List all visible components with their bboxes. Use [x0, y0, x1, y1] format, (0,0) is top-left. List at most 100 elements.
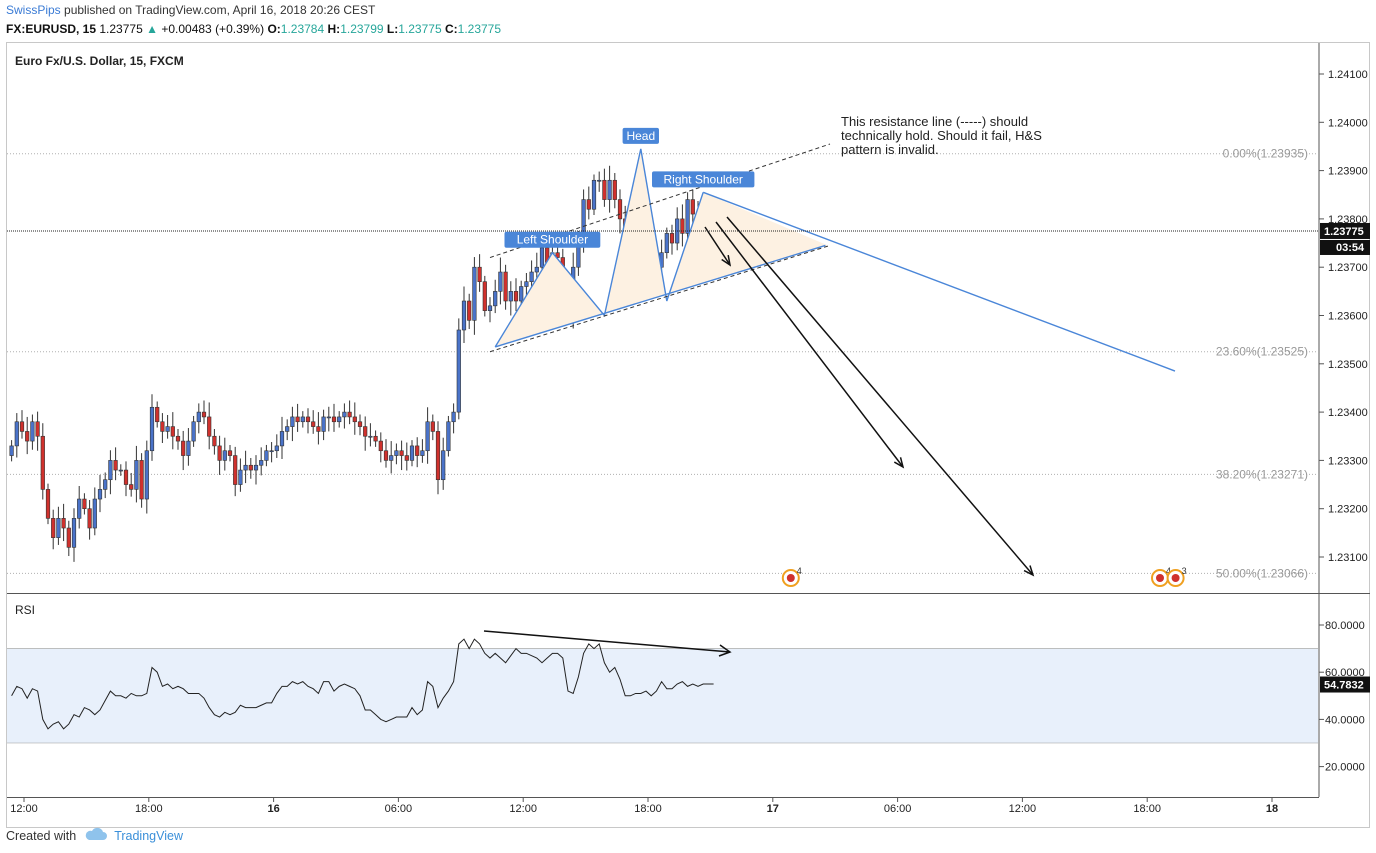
arrow-shaft — [715, 221, 904, 468]
time-tick-label: 17 — [767, 803, 779, 815]
candle-down — [160, 421, 165, 432]
candle-down — [347, 411, 352, 418]
candle-down — [690, 199, 695, 215]
candle-down — [435, 431, 441, 481]
candle-up — [253, 464, 259, 471]
candle-up — [664, 233, 669, 254]
candle-up — [56, 518, 61, 538]
event-flag[interactable]: 4 — [781, 566, 802, 587]
candle-up — [300, 416, 305, 423]
short-arrow — [704, 226, 732, 267]
candle-down — [207, 416, 212, 437]
time-tick-label: 12:00 — [10, 803, 38, 815]
candle-up — [487, 305, 493, 311]
pattern-label-text: Head — [626, 129, 655, 143]
pattern-label-text: Right Shoulder — [664, 172, 743, 186]
candle-down — [123, 469, 129, 485]
tradingview-link[interactable]: TradingView — [114, 828, 183, 843]
candle-up — [134, 460, 139, 490]
candle-down — [363, 426, 368, 437]
price-tick-label: 1.24100 — [1328, 69, 1368, 81]
candles — [9, 165, 727, 562]
note-line: technically hold. Should it fail, H&S — [841, 128, 1042, 143]
candle-down — [513, 291, 519, 302]
candle-up — [191, 421, 196, 442]
candle-down — [61, 518, 66, 529]
event-count: 4 — [1166, 566, 1171, 576]
candle-up — [165, 426, 170, 432]
candle-down — [217, 445, 222, 461]
candle-up — [591, 179, 597, 210]
candle-up — [92, 498, 97, 529]
price-tick-label: 1.23500 — [1328, 359, 1368, 371]
close-label: C: — [444, 22, 458, 36]
high-value: 1.23799 — [340, 22, 384, 36]
candle-down — [175, 435, 181, 442]
candle-up — [337, 416, 342, 423]
candle-down — [19, 421, 25, 432]
candle-down — [612, 179, 617, 200]
candle-down — [503, 271, 508, 302]
candle-down — [482, 281, 487, 311]
pattern-label: Left Shoulder — [504, 231, 601, 248]
price-tick-label: 1.23300 — [1328, 455, 1368, 467]
candle-down — [467, 300, 472, 321]
candle-up — [441, 450, 446, 481]
candle-up — [279, 431, 285, 447]
candle-down — [399, 450, 404, 456]
candle-up — [451, 411, 456, 423]
rsi-tick-label: 60.0000 — [1325, 667, 1365, 679]
time-tick-label: 12:00 — [1009, 803, 1037, 815]
author-link[interactable]: SwissPips — [6, 3, 61, 17]
arrow-shaft — [483, 630, 731, 653]
support-line-dashed — [489, 244, 831, 353]
up-arrow-icon: ▲ — [146, 22, 158, 36]
candle-up — [597, 179, 602, 182]
candle-up — [368, 435, 373, 438]
change-value: +0.00483 (+0.39%) — [161, 22, 265, 36]
candle-down — [602, 179, 607, 200]
low-label: L: — [386, 22, 399, 36]
publish-info: SwissPips published on TradingView.com, … — [6, 3, 375, 17]
rsi-axis[interactable]: 80.0000 60.0000 40.0000 20.0000 — [1319, 620, 1365, 774]
candle-up — [264, 450, 269, 461]
pattern-fill — [495, 148, 828, 347]
candle-up — [493, 291, 498, 307]
event-flag[interactable]: 8 — [1324, 566, 1343, 586]
candle-up — [321, 416, 326, 432]
rsi-tick-label: 20.0000 — [1325, 762, 1365, 774]
pattern-label: Head — [622, 127, 659, 144]
candle-down — [139, 460, 144, 500]
rsi-tick-label: 40.0000 — [1325, 714, 1365, 726]
candle-down — [311, 421, 316, 427]
candle-up — [425, 421, 430, 452]
candle-up — [259, 460, 264, 466]
time-tick-label: 18 — [1266, 803, 1278, 815]
pattern-label-text: Left Shoulder — [517, 233, 588, 247]
fib-level-label: 23.60%(1.23525) — [1216, 345, 1308, 359]
arrow-head — [718, 644, 732, 657]
candle-up — [97, 489, 103, 500]
price-tick-label: 1.23900 — [1328, 166, 1368, 178]
candle-up — [508, 291, 513, 302]
candle-down — [373, 435, 378, 442]
candle-down — [155, 406, 160, 423]
candle-down — [113, 460, 118, 471]
candle-down — [66, 527, 71, 548]
candle-up — [108, 460, 113, 481]
event-flag[interactable]: 3 — [1166, 566, 1187, 587]
candle-down — [233, 455, 238, 485]
event-count: 4 — [797, 566, 802, 576]
last-price-badge — [1320, 222, 1370, 239]
candle-up — [534, 266, 539, 273]
price-axis[interactable]: 1.24100 1.24000 1.23900 1.23800 1.23700 1.236… — [1319, 69, 1368, 564]
candle-down — [25, 431, 30, 442]
price-tick-label: 1.24000 — [1328, 117, 1368, 129]
target-arrow-2 — [726, 216, 1035, 577]
time-axis[interactable]: 12:00 18:00 16 06:00 12:00 18:00 17 06:00 12:00 1… — [10, 797, 1278, 815]
candle-up — [144, 450, 149, 500]
candle-down — [170, 426, 175, 437]
low-value: 1.23775 — [398, 22, 442, 36]
arrow-shaft — [726, 216, 1034, 576]
